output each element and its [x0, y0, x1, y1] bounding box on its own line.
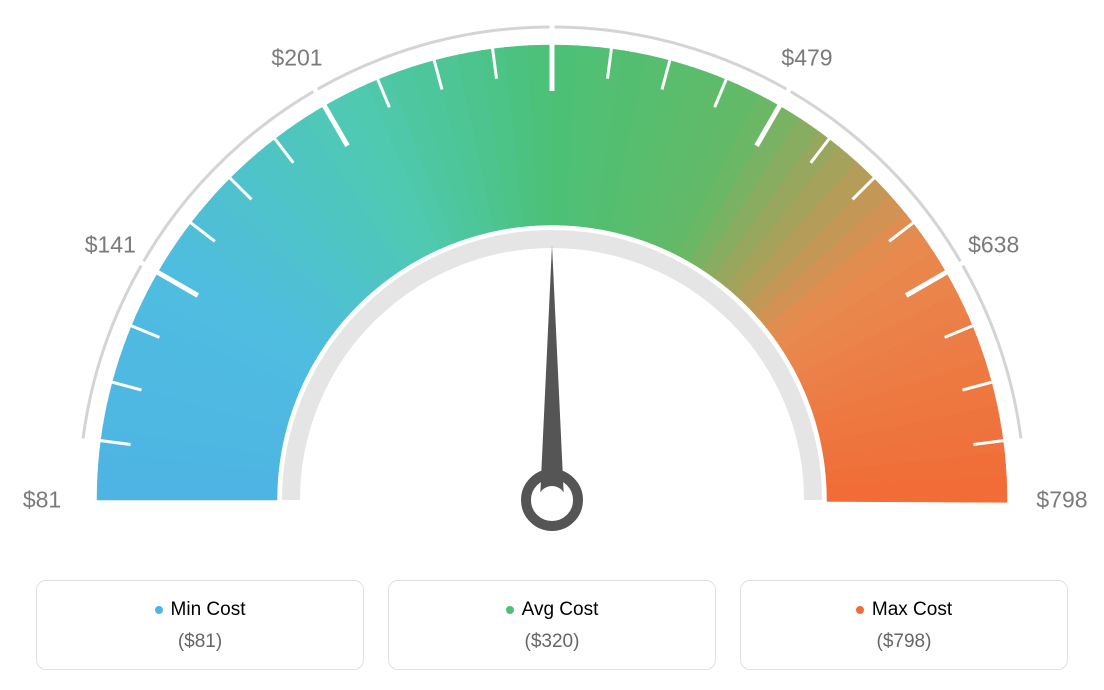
legend-value-max: ($798)	[761, 631, 1047, 653]
legend-dot-max	[856, 606, 864, 614]
gauge-tick-label: $798	[1036, 487, 1087, 514]
legend-value-avg: ($320)	[409, 631, 695, 653]
legend-title-avg: Avg Cost	[506, 599, 599, 621]
legend-card-max: Max Cost ($798)	[740, 580, 1068, 670]
gauge-tick-label: $201	[271, 45, 322, 72]
gauge-svg	[0, 0, 1104, 560]
legend-title-max: Max Cost	[856, 599, 952, 621]
legend-card-avg: Avg Cost ($320)	[388, 580, 716, 670]
legend-title-min: Min Cost	[155, 599, 246, 621]
gauge-tick-label: $81	[23, 487, 61, 514]
gauge-tick-label: $141	[85, 232, 136, 259]
legend-card-min: Min Cost ($81)	[36, 580, 364, 670]
legend-label-max: Max Cost	[872, 599, 952, 621]
legend-value-min: ($81)	[57, 631, 343, 653]
gauge-tick-label: $638	[968, 232, 1019, 259]
gauge-chart: $81 $141 $201 $320 $479 $638 $798	[0, 0, 1104, 560]
legend-dot-min	[155, 606, 163, 614]
legend-row: Min Cost ($81) Avg Cost ($320) Max Cost …	[36, 580, 1068, 670]
legend-label-min: Min Cost	[171, 599, 246, 621]
gauge-tick-label: $320	[526, 0, 577, 4]
cost-gauge-container: $81 $141 $201 $320 $479 $638 $798 Min Cost ($8…	[0, 0, 1104, 690]
legend-dot-avg	[506, 606, 514, 614]
legend-label-avg: Avg Cost	[522, 599, 599, 621]
gauge-tick-label: $479	[781, 45, 832, 72]
